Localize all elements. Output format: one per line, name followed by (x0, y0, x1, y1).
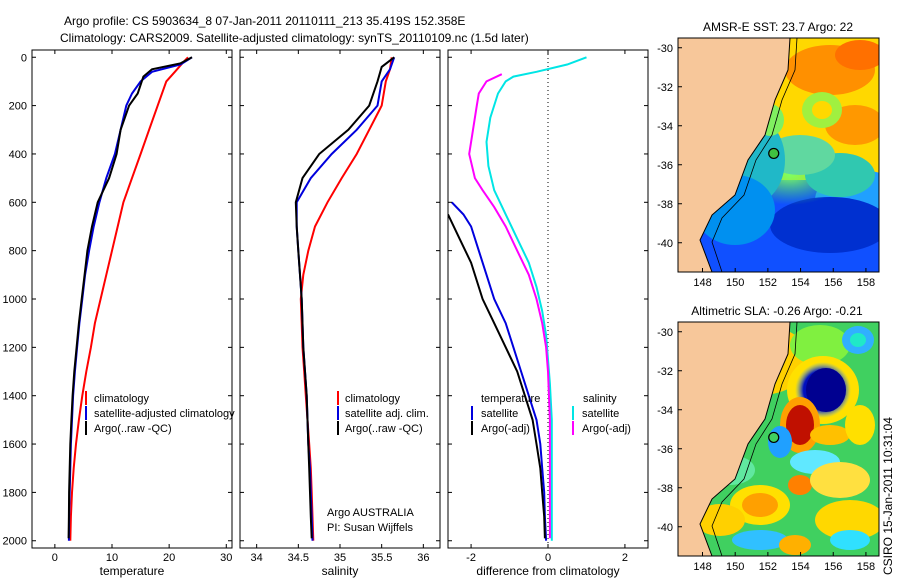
sla-map-axes: 148 150 152 154 156 158 -30 -32 -34 -36 -38 -40 (657, 327, 875, 573)
x-tick-label: 20 (163, 552, 175, 564)
map-y-tick-label: -32 (657, 366, 673, 378)
depth-tick-label: 2000 (3, 536, 27, 548)
depth-tick-label: 0 (21, 52, 27, 64)
sst-map-frame (677, 37, 880, 273)
map-x-tick-label: 148 (693, 561, 711, 573)
map-x-tick-label: 156 (824, 277, 842, 289)
x-tick-label: 0 (52, 552, 58, 564)
depth-tick-label: 1400 (3, 391, 27, 403)
depth-axis: 0 200 400 600 800 1000 1200 1400 1600 1800 2000 (3, 52, 27, 547)
depth-tick-label: 1600 (3, 439, 27, 451)
series-temperature-satellite (451, 201, 548, 541)
map-y-tick-label: -30 (657, 327, 673, 339)
map-y-tick-label: -34 (657, 405, 673, 417)
depth-tick-label: 600 (9, 197, 27, 209)
x-tick-label: 34.5 (288, 552, 309, 564)
sst-map (678, 38, 879, 272)
legend-diff-temperature: temperature (481, 393, 540, 405)
depth-tick-label: 1200 (3, 342, 27, 354)
side-timestamp: CSIRO 15-Jan-2011 10:31:04 (881, 417, 895, 575)
temperature-legend: climatology satellite-adjusted climatolo… (85, 391, 235, 435)
legend-diff-salinity: salinity (583, 393, 617, 405)
map-y-tick-label: -34 (657, 121, 673, 133)
profile-plot-layer: 0 10 20 30 34 34.5 35 35.5 36 -2 0 2 (32, 50, 648, 564)
map-x-tick-label: 152 (759, 277, 777, 289)
legend-climatology: climatology (94, 393, 150, 405)
salinity-panel-frame (239, 49, 441, 549)
x-tick-label: 30 (220, 552, 232, 564)
map-y-tick-label: -38 (657, 483, 673, 495)
x-tick-label: 35.5 (371, 552, 392, 564)
depth-tick-label: 1000 (3, 294, 27, 306)
x-tick-label: 0 (545, 552, 551, 564)
map-y-tick-label: -32 (657, 82, 673, 94)
legend-argo: Argo(..raw -QC) (94, 423, 172, 435)
series-salinity-argo-adj- (468, 73, 551, 539)
x-tick-label: 10 (106, 552, 118, 564)
salinity-legend: climatology satellite adj. clim. Argo(..… (337, 391, 429, 435)
map-x-tick-label: 150 (726, 277, 744, 289)
salinity-xlabel: salinity (322, 564, 359, 578)
sla-map (678, 322, 879, 556)
map-y-tick-label: -36 (657, 444, 673, 456)
legend-diff-t-argo: Argo(-adj) (481, 423, 530, 435)
x-tick-label: 2 (622, 552, 628, 564)
series-temperature-argo-adj- (448, 213, 546, 539)
map-y-tick-label: -40 (657, 238, 673, 250)
map-y-tick-label: -38 (657, 199, 673, 211)
sla-map-frame (677, 321, 880, 557)
legend-sal-climatology: climatology (345, 393, 401, 405)
map-x-tick-label: 154 (791, 277, 809, 289)
legend-diff-s-argo: Argo(-adj) (582, 423, 631, 435)
map-y-tick-label: -30 (657, 43, 673, 55)
series-climatology (69, 56, 189, 541)
x-tick-label: 36 (417, 552, 429, 564)
series-argo-raw-qc- (67, 56, 193, 539)
sst-argo-marker (768, 147, 780, 160)
map-x-tick-label: 150 (726, 561, 744, 573)
sla-argo-marker (768, 431, 780, 444)
annotation-pi: PI: Susan Wijffels (327, 522, 413, 534)
header-line-2: Climatology: CARS2009. Satellite-adjuste… (60, 31, 529, 45)
annotation-argo-australia: Argo AUSTRALIA (327, 507, 414, 519)
x-tick-label: -2 (466, 552, 476, 564)
map-x-tick-label: 154 (791, 561, 809, 573)
depth-tick-label: 400 (9, 149, 27, 161)
legend-diff-s-satellite: satellite (582, 408, 619, 420)
map-x-tick-label: 156 (824, 561, 842, 573)
sla-map-title: Altimetric SLA: -0.26 Argo: -0.21 (691, 304, 863, 318)
sst-map-title: AMSR-E SST: 23.7 Argo: 22 (703, 20, 853, 34)
depth-tick-label: 1800 (3, 487, 27, 499)
legend-diff-t-satellite: satellite (481, 408, 518, 420)
map-x-tick-label: 158 (857, 561, 875, 573)
temperature-panel-frame (31, 49, 233, 549)
temperature-xlabel: temperature (100, 564, 165, 578)
difference-xlabel: difference from climatology (476, 564, 619, 578)
sst-map-axes: 148 150 152 154 156 158 -30 -32 -34 -36 -38 -40 (657, 43, 875, 289)
salinity-series-group (294, 56, 396, 541)
difference-series-group (448, 50, 587, 548)
depth-tick-label: 200 (9, 101, 27, 113)
header-line-1: Argo profile: CS 5903634_8 07-Jan-2011 2… (64, 14, 465, 28)
map-x-tick-label: 152 (759, 561, 777, 573)
series-argo-raw-qc- (294, 56, 395, 539)
series-salinity-satellite (485, 56, 587, 541)
legend-sal-argo: Argo(..raw -QC) (345, 423, 423, 435)
map-x-tick-label: 158 (857, 277, 875, 289)
legend-satellite: satellite-adjusted climatology (94, 408, 235, 420)
map-x-tick-label: 148 (693, 277, 711, 289)
legend-sal-satellite: satellite adj. clim. (345, 408, 429, 420)
map-y-tick-label: -40 (657, 522, 673, 534)
x-tick-label: 34 (251, 552, 263, 564)
difference-legend: temperature satellite Argo(-adj) salinit… (471, 393, 631, 435)
x-tick-label: 35 (334, 552, 346, 564)
depth-tick-label: 800 (9, 246, 27, 258)
map-y-tick-label: -36 (657, 160, 673, 172)
argo-position-marker (768, 147, 780, 160)
temperature-series-group (67, 56, 193, 541)
argo-position-marker (768, 431, 780, 444)
